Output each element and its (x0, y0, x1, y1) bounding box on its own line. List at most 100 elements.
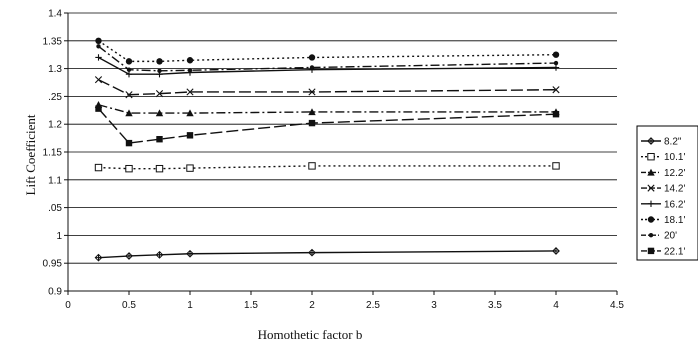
legend-marker (647, 153, 655, 161)
data-point (94, 163, 103, 172)
x-tick-label: 0 (65, 300, 71, 311)
legend-entry: 20' (641, 231, 677, 242)
legend-marker (647, 247, 655, 255)
data-point (553, 60, 559, 66)
x-tick-label: 3 (431, 300, 437, 311)
series-4 (94, 76, 560, 99)
y-tick-label: 1.35 (43, 36, 63, 47)
legend-marker (647, 137, 655, 145)
legend-label: 14.2' (664, 184, 685, 195)
data-point (95, 54, 102, 61)
data-point (125, 58, 133, 65)
data-point (125, 164, 133, 173)
series-3 (94, 101, 560, 117)
x-tick-label: 1 (187, 300, 193, 311)
series-line (98, 79, 557, 96)
data-point (125, 70, 133, 78)
series-lines (94, 37, 560, 262)
data-point (186, 57, 194, 64)
data-point (308, 108, 316, 116)
series-line (97, 108, 557, 144)
x-axis-title: Homothetic factor b (258, 327, 363, 342)
data-point (186, 249, 194, 258)
data-point (96, 44, 101, 49)
data-point (552, 86, 560, 94)
series-line (98, 250, 557, 259)
data-point (125, 252, 133, 260)
data-point (308, 162, 316, 170)
x-tick-label: 2 (309, 300, 315, 311)
legend-entry: 8.2" (641, 137, 682, 148)
data-point (156, 58, 163, 65)
legend-box (636, 125, 698, 261)
data-point (186, 109, 194, 117)
data-point (126, 67, 132, 72)
data-point (552, 110, 560, 118)
series-2 (94, 162, 560, 173)
data-point (187, 68, 193, 73)
y-tick-label: 1 (56, 231, 62, 242)
y-axis-title: Lift Coefficient (23, 114, 38, 195)
data-point (156, 136, 163, 143)
legend-entry: 14.2' (641, 184, 685, 195)
series-line (98, 40, 557, 63)
legend-label: 10.1' (664, 152, 685, 163)
legend-marker (647, 200, 655, 207)
data-point (308, 88, 316, 96)
data-point (308, 248, 316, 257)
legend-entry: 10.1' (641, 152, 685, 163)
legend-label: 16.2' (664, 199, 685, 210)
series-6 (95, 37, 560, 65)
y-tick-label: 1.2 (48, 120, 62, 131)
legend-entry: 22.1' (641, 246, 685, 257)
y-tick-labels: 0.9 0.95 1 .05 1.1 1.15 1.2 .25 1.3 1.35 1.4 (43, 9, 63, 298)
data-point (186, 132, 194, 139)
x-tick-label: 0.5 (122, 300, 136, 311)
legend-label: 22.1' (664, 246, 685, 257)
series-line (98, 165, 556, 170)
legend-label: 20' (664, 231, 677, 242)
x-tick-label: 4.5 (610, 300, 624, 311)
legend-entry: 18.1' (641, 215, 685, 226)
x-tick-label: 1.5 (244, 300, 258, 311)
series-line (98, 104, 556, 114)
x-tick-label: 2.5 (366, 300, 380, 311)
legend-marker (647, 168, 655, 176)
y-tick-label: .25 (48, 92, 62, 103)
data-point (308, 119, 316, 127)
legend-entry: 16.2' (641, 199, 685, 210)
gridlines (68, 12, 617, 292)
data-point (308, 54, 316, 61)
legend-entry: 12.2' (641, 168, 685, 179)
data-point (95, 37, 102, 44)
data-point (155, 250, 164, 259)
data-point (186, 88, 194, 96)
legend-label: 12.2' (664, 168, 685, 179)
data-point (125, 139, 133, 147)
y-tick-label: 1.1 (48, 175, 62, 186)
series-8 (95, 105, 560, 147)
x-tick-label: 3.5 (488, 300, 502, 311)
data-point (155, 164, 164, 173)
data-point (157, 68, 162, 74)
y-tick-label: 0.95 (43, 259, 63, 270)
data-point (94, 76, 103, 84)
data-point (155, 90, 164, 98)
data-point (94, 253, 103, 262)
legend-marker (647, 216, 655, 223)
data-point (309, 65, 315, 70)
y-tick-label: .05 (48, 203, 62, 214)
y-tick-label: 0.9 (48, 287, 62, 298)
axes (64, 12, 618, 295)
data-point (155, 109, 164, 117)
x-tick-labels: 0 0.5 1 1.5 2 2.5 3 3.5 4 4.5 (65, 300, 624, 311)
legend-label: 8.2" (664, 137, 682, 148)
x-tick-label: 4 (553, 300, 559, 311)
data-point (95, 105, 102, 112)
legend-marker (647, 184, 655, 192)
series-line (98, 56, 557, 75)
data-point (552, 162, 560, 170)
series-1 (94, 247, 560, 262)
data-point (125, 109, 133, 117)
